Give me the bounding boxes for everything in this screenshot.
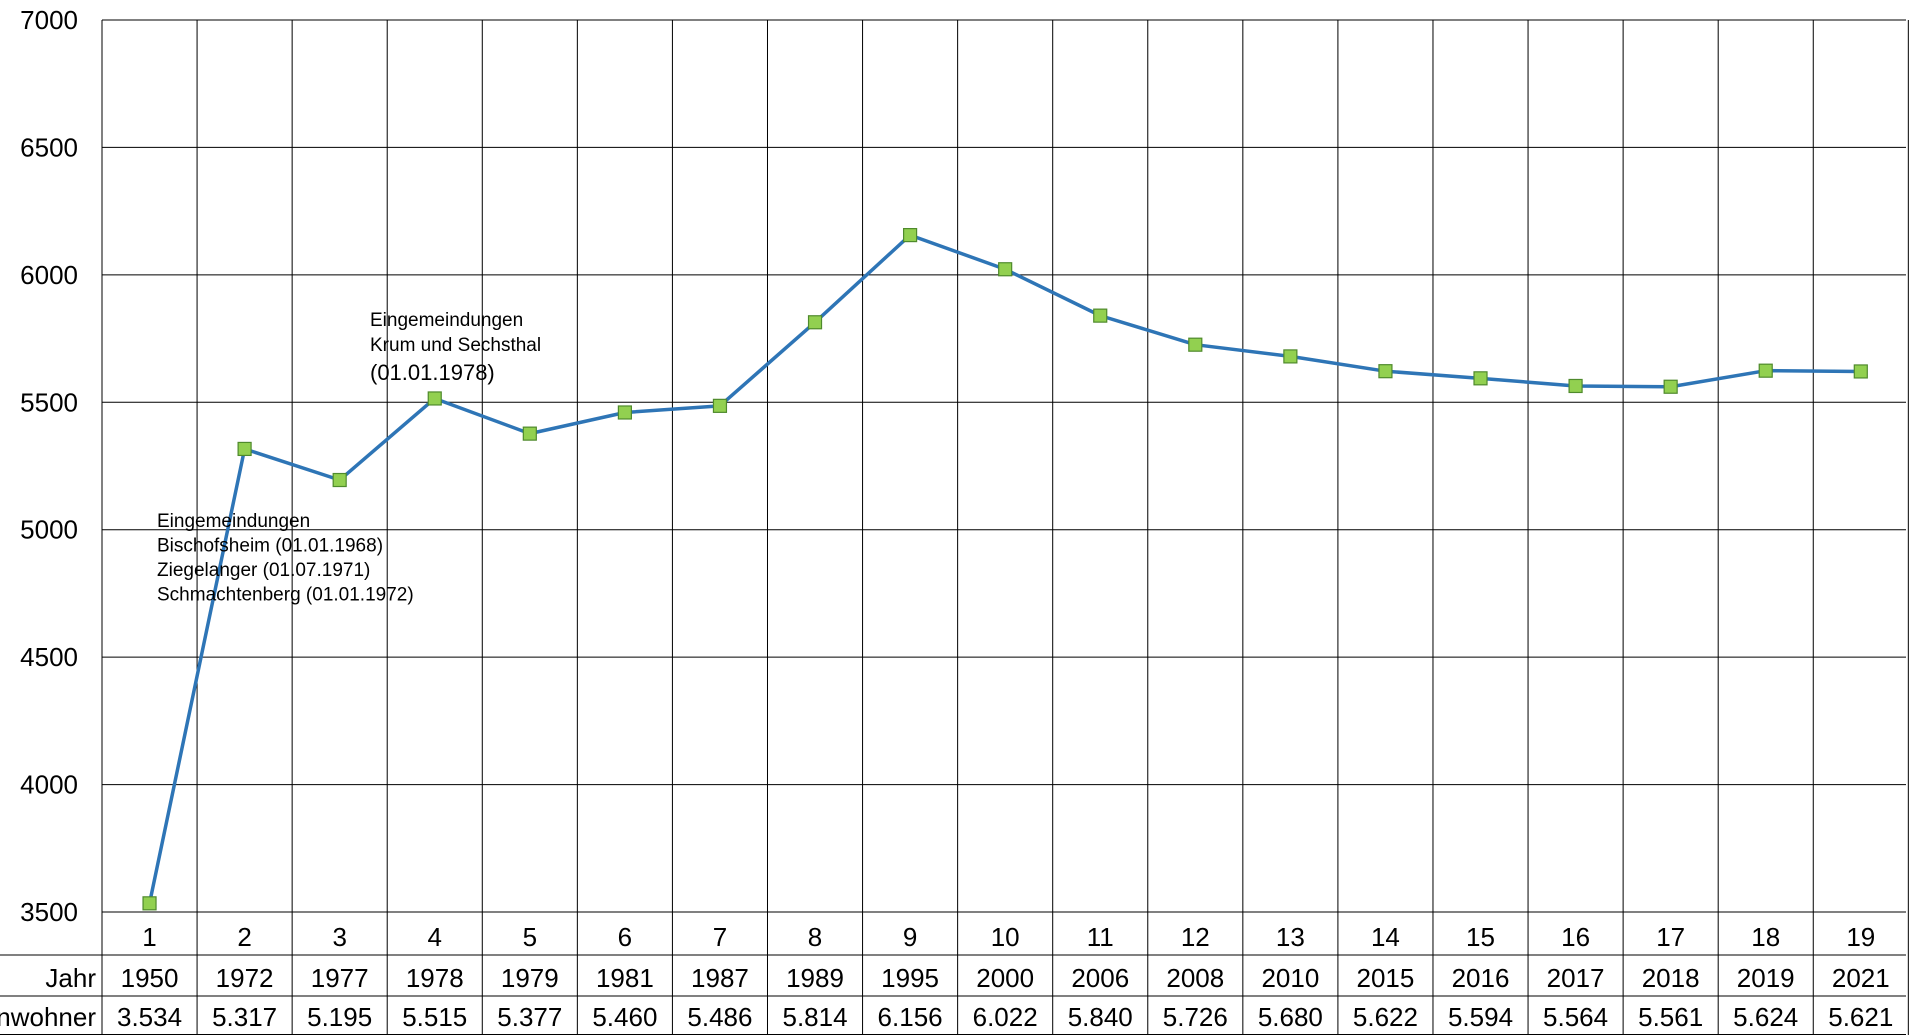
table-cell: 1977 [311,963,369,993]
x-tick-label: 4 [428,922,442,952]
table-cell: 1995 [881,963,939,993]
x-tick-label: 15 [1466,922,1495,952]
x-tick-label: 5 [523,922,537,952]
y-tick-label: 5000 [20,515,78,545]
table-cell: 1978 [406,963,464,993]
data-table: Jahr 1950 1972 1977 1978 1979 1981 1987 1989 1995… [0,954,1906,1035]
y-tick-label: 6500 [20,132,78,162]
table-cell: 2018 [1642,963,1700,993]
x-tick-label: 6 [618,922,632,952]
x-tick-label: 17 [1656,922,1685,952]
x-tick-label: 12 [1181,922,1210,952]
table-cell: 5.377 [497,1002,562,1032]
table-cell: 5.594 [1448,1002,1513,1032]
data-point-marker [237,441,252,457]
data-point-marker [332,472,347,488]
x-tick-label: 14 [1371,922,1400,952]
x-tick-label: 9 [903,922,917,952]
data-point-marker [807,315,823,330]
table-cell: 2021 [1832,963,1890,993]
x-tick-label: 2 [237,922,251,952]
x-tick-label: 16 [1561,922,1590,952]
data-point-marker [712,398,728,413]
table-row-label: Einwohner [0,1002,96,1032]
data-point-marker [1093,308,1108,323]
table-cell: 5.460 [592,1002,657,1032]
annotations: Eingemeindungen Krum und Sechsthal (01.01.… [157,310,541,606]
data-point-marker [902,227,918,243]
table-cell: 1979 [501,963,559,993]
table-cell: 1950 [121,963,179,993]
data-point-marker [1473,371,1488,386]
table-cell: 5.317 [212,1002,277,1032]
table-cell: 6.022 [973,1002,1038,1032]
x-tick-label: 13 [1276,922,1305,952]
table-cell: 2019 [1737,963,1795,993]
table-cell: 2006 [1071,963,1129,993]
x-tick-label: 18 [1751,922,1780,952]
table-cell: 5.195 [307,1002,372,1032]
data-point-marker [1853,364,1868,379]
x-tick-label: 11 [1087,922,1114,952]
x-tick-label: 8 [808,922,822,952]
table-cell: 5.840 [1068,1002,1133,1032]
data-point-marker [1188,337,1203,352]
y-tick-label: 5500 [20,387,78,417]
annotation-text: Eingemeindungen [157,511,310,532]
y-tick-label: 4500 [20,642,78,672]
annotation-text: Krum und Sechsthal [370,335,541,356]
grid [101,19,1909,1035]
annotation-text: (01.01.1978) [370,360,495,385]
x-tick-label: 3 [332,922,346,952]
annotation-text: Schmachtenberg (01.01.1972) [157,585,414,606]
table-cell: 5.622 [1353,1002,1418,1032]
y-tick-label: 4000 [20,770,78,800]
series-markers [142,227,1868,911]
table-row-label: Jahr [45,963,96,993]
annotation-text: Bischofsheim (01.01.1968) [157,536,383,557]
table-cell: 5.564 [1543,1002,1608,1032]
table-cell: 5.814 [782,1002,847,1032]
table-cell: 2015 [1357,963,1415,993]
table-cell: 1972 [216,963,274,993]
y-tick-label: 6000 [20,260,78,290]
x-tick-label: 7 [713,922,727,952]
table-cell: 1981 [596,963,654,993]
table-cell: 2008 [1166,963,1224,993]
table-cell: 2010 [1261,963,1319,993]
table-cell: 6.156 [878,1002,943,1032]
x-tick-label: 10 [991,922,1020,952]
data-point-marker [1568,378,1583,394]
table-cell: 5.486 [687,1002,752,1032]
table-cell: 3.534 [117,1002,182,1032]
table-cell: 5.726 [1163,1002,1228,1032]
data-point-marker [1663,379,1678,394]
table-cell: 5.515 [402,1002,467,1032]
data-point-marker [142,896,157,911]
data-point-marker [998,262,1013,277]
x-tick-label: 19 [1846,922,1875,952]
data-point-marker [522,426,537,441]
table-cell: 5.621 [1828,1002,1893,1032]
annotation-text: Ziegelanger (01.07.1971) [157,560,370,581]
annotation-text: Eingemeindungen [370,310,523,331]
table-cell: 1987 [691,963,749,993]
table-cell: 5.561 [1638,1002,1703,1032]
table-cell: 2016 [1452,963,1510,993]
data-point-marker [427,391,442,406]
y-tick-label: 7000 [20,5,78,35]
x-tick-label: 1 [142,922,156,952]
data-point-marker [1283,349,1298,364]
y-tick-label: 3500 [20,897,78,927]
data-point-marker [1378,364,1393,379]
table-cell: 2017 [1547,963,1605,993]
table-cell: 5.680 [1258,1002,1323,1032]
table-cell: 1989 [786,963,844,993]
data-point-marker [617,405,632,420]
data-point-marker [1758,363,1773,378]
table-cell: 2000 [976,963,1034,993]
table-cell: 5.624 [1733,1002,1798,1032]
